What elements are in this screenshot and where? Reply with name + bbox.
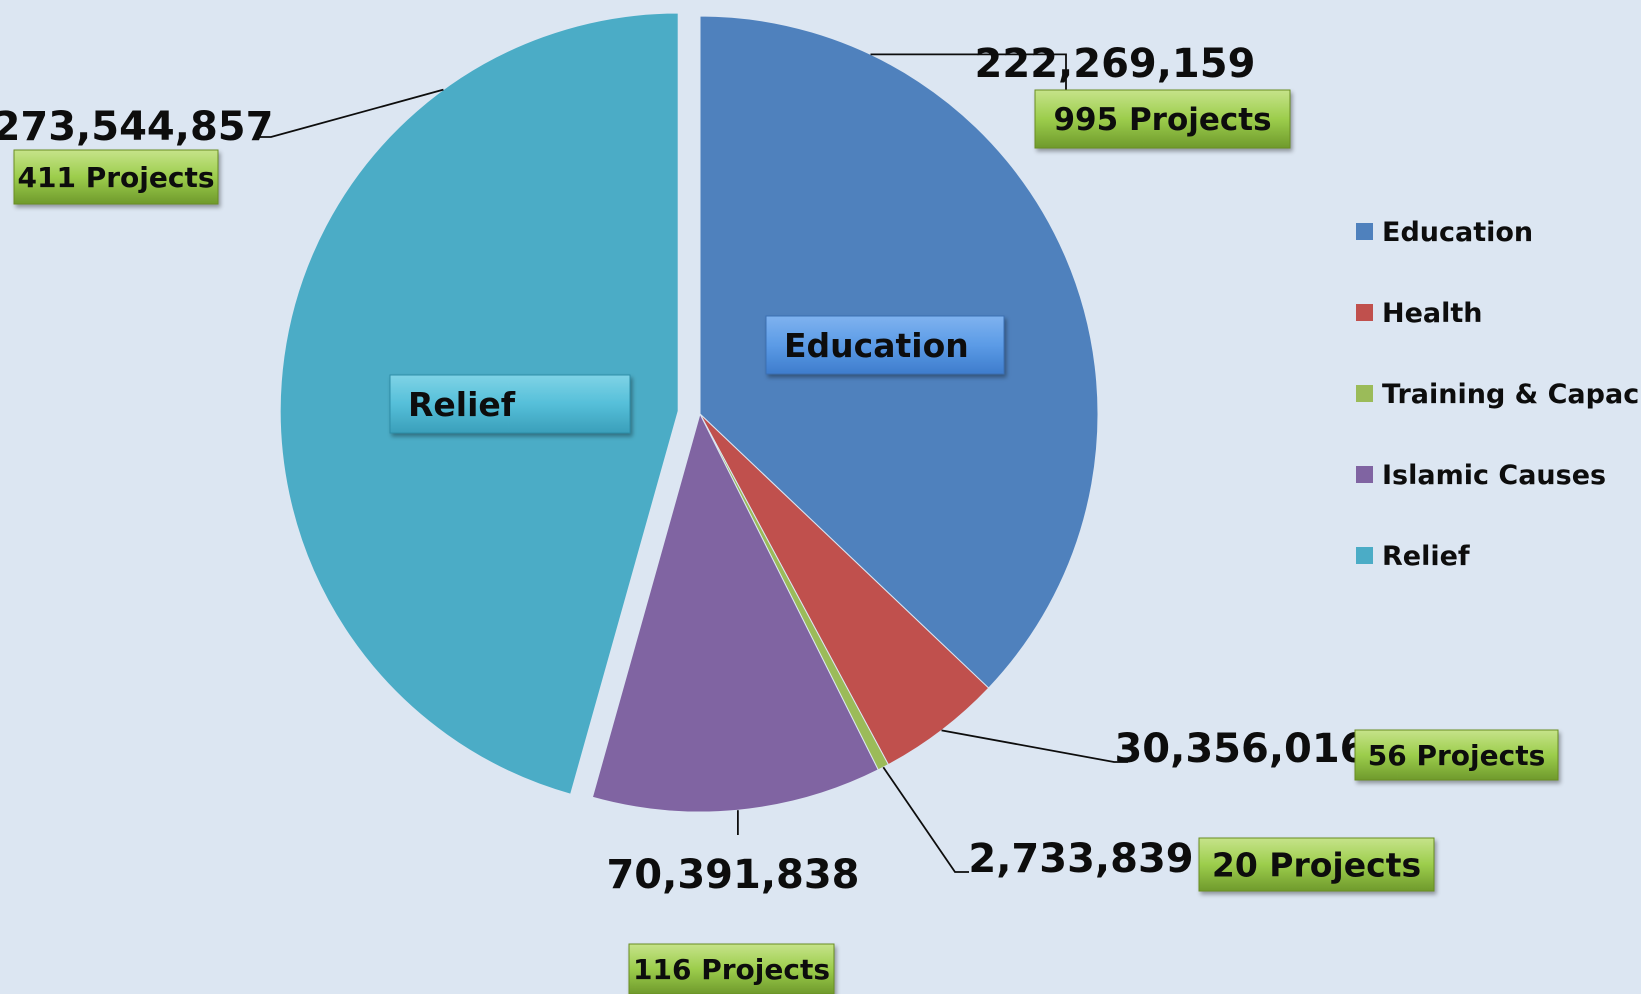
project-count-health: 56 Projects — [1368, 739, 1546, 772]
project-count-relief: 411 Projects — [18, 161, 215, 194]
legend-swatch-health — [1356, 304, 1373, 321]
project-badge-training-and-capacity: 20 Projects — [1198, 837, 1435, 892]
project-count-training-and-capacity: 20 Projects — [1212, 845, 1421, 884]
slice-category-label-relief: Relief — [389, 374, 631, 434]
legend-item-islamic-causes: Islamic Causes — [1356, 460, 1606, 491]
slice-category-text-relief: Relief — [408, 385, 516, 424]
legend-swatch-training-and-capacity — [1356, 385, 1373, 402]
leader-line-relief — [259, 88, 444, 138]
slice-category-label-education: Education — [765, 315, 1005, 375]
legend-item-training-and-capacity: Training & Capacity — [1356, 379, 1641, 410]
project-count-islamic-causes: 116 Projects — [633, 953, 830, 986]
value-label-training-and-capacity: 2,733,839 — [968, 836, 1193, 882]
legend-item-relief: Relief — [1356, 541, 1470, 572]
project-badge-education: 995 Projects — [1034, 89, 1291, 149]
legend-label-relief: Relief — [1382, 541, 1470, 572]
legend-label-health: Health — [1382, 298, 1483, 329]
legend-label-islamic-causes: Islamic Causes — [1382, 460, 1606, 491]
leader-line-training-and-capacity — [882, 766, 969, 873]
project-count-education: 995 Projects — [1053, 102, 1271, 138]
legend-swatch-islamic-causes — [1356, 466, 1373, 483]
legend-label-education: Education — [1382, 217, 1533, 248]
legend-item-health: Health — [1356, 298, 1483, 329]
legend-swatch-relief — [1356, 547, 1373, 564]
legend-label-training-and-capacity: Training & Capacity — [1382, 379, 1641, 410]
legend-item-education: Education — [1356, 217, 1533, 248]
value-label-relief: 273,544,857 — [0, 104, 273, 150]
project-badge-islamic-causes: 116 Projects — [628, 943, 835, 994]
project-badge-health: 56 Projects — [1354, 729, 1559, 781]
value-label-education: 222,269,159 — [975, 41, 1256, 87]
value-label-health: 30,356,016 — [1114, 726, 1367, 772]
project-badge-relief: 411 Projects — [13, 149, 219, 205]
legend-swatch-education — [1356, 223, 1373, 240]
leader-line-health — [941, 729, 1128, 763]
slice-category-text-education: Education — [784, 326, 969, 365]
slice-islamic-causes — [591, 412, 879, 813]
value-label-islamic-causes: 70,391,838 — [606, 852, 859, 898]
